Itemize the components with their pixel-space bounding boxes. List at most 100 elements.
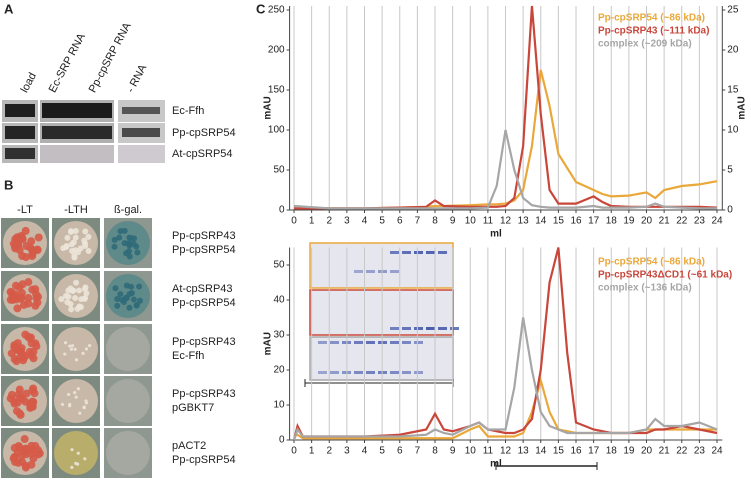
x-tick-label: 20 xyxy=(641,446,653,457)
colony xyxy=(78,411,82,415)
colony xyxy=(67,392,71,397)
colony xyxy=(20,447,29,456)
y-tick-label: 150 xyxy=(268,85,285,96)
x-tick-label: 2 xyxy=(326,446,332,457)
colony xyxy=(21,461,30,470)
colony xyxy=(68,306,75,313)
column-label: ß-gal. xyxy=(114,204,142,216)
colony xyxy=(15,385,24,394)
y-tick-label: 40 xyxy=(273,295,285,306)
gel-band xyxy=(390,371,399,374)
colony xyxy=(24,278,33,287)
legend-entry: complex (~209 kDa) xyxy=(598,39,692,50)
colony xyxy=(60,402,65,407)
colony xyxy=(22,389,31,398)
colony xyxy=(13,233,22,242)
colony xyxy=(64,234,71,241)
x-tick-label: 18 xyxy=(606,446,618,457)
x-tick-label: 17 xyxy=(588,216,600,227)
colony xyxy=(128,283,135,290)
gel-band xyxy=(402,327,411,330)
colony xyxy=(126,290,133,297)
gel-band xyxy=(390,270,399,273)
legend-entry: complex (~136 kDa) xyxy=(598,283,692,294)
x-tick-label: 23 xyxy=(694,446,706,457)
gel-band xyxy=(354,270,363,273)
colony xyxy=(13,240,22,249)
colony xyxy=(84,347,89,351)
x-tick-label: 3 xyxy=(344,446,350,457)
y2-tick-label: 5 xyxy=(727,165,733,176)
x-tick-label: 18 xyxy=(606,216,618,227)
gel-band xyxy=(402,251,411,254)
colony xyxy=(32,290,41,299)
colony xyxy=(70,287,77,294)
x-tick-label: 0 xyxy=(291,216,297,227)
y-tick-label: 250 xyxy=(268,5,285,16)
colony xyxy=(136,297,143,304)
legend-entry: Pp-cpSRP54 (~86 kDa) xyxy=(598,257,705,268)
row-label: Ec-Ffh xyxy=(172,350,204,362)
panel-label: A xyxy=(4,1,14,16)
colony xyxy=(27,449,36,458)
plates xyxy=(1,218,152,478)
colony xyxy=(74,461,78,465)
colony xyxy=(64,299,71,306)
colony xyxy=(24,299,33,308)
colony xyxy=(63,352,67,356)
colony xyxy=(112,285,119,292)
colony xyxy=(133,243,140,250)
gel-band xyxy=(366,270,375,273)
legend-entry: Pp-cpSRP43 (~111 kDa) xyxy=(598,26,709,37)
y2-tick-label: 25 xyxy=(727,5,739,16)
colony xyxy=(73,347,77,351)
x-tick-label: 5 xyxy=(379,446,385,457)
colony xyxy=(63,341,68,345)
plate xyxy=(54,379,98,423)
colony xyxy=(30,389,39,398)
gel-band xyxy=(390,341,399,344)
colony xyxy=(117,228,124,235)
x-tick-label: 24 xyxy=(711,216,723,227)
colony xyxy=(83,457,87,461)
gel-band xyxy=(414,341,423,344)
colony xyxy=(13,398,22,407)
y-tick-label: 200 xyxy=(268,45,285,56)
gel-band xyxy=(366,341,375,344)
colony xyxy=(68,248,75,255)
y-tick-label: 50 xyxy=(273,165,285,176)
x-tick-label: 3 xyxy=(344,216,350,227)
lane-label: load xyxy=(19,71,39,95)
series-line xyxy=(294,5,718,210)
y2-tick-label: 10 xyxy=(727,125,739,136)
y-tick-label: 10 xyxy=(273,400,285,411)
gel-band xyxy=(330,341,339,344)
x-tick-label: 21 xyxy=(659,446,671,457)
colony xyxy=(116,234,123,241)
x-tick-label: 15 xyxy=(553,216,565,227)
gel-band xyxy=(390,327,399,330)
x-tick-label: 19 xyxy=(623,216,635,227)
colony xyxy=(70,344,75,348)
colony xyxy=(63,243,70,250)
colony xyxy=(75,249,82,256)
row-label: pACT2 xyxy=(172,440,206,452)
x-tick-label: 17 xyxy=(588,446,600,457)
x-tick-label: 12 xyxy=(500,446,512,457)
row-label: Pp-cpSRP43 xyxy=(172,230,236,242)
colony xyxy=(11,281,20,290)
x-axis-label: ml xyxy=(490,459,502,470)
gel-band xyxy=(414,371,423,374)
gel-inset xyxy=(304,242,598,470)
row-label: Pp-cpSRP43 xyxy=(172,388,236,400)
colony xyxy=(82,405,86,409)
x-tick-label: 24 xyxy=(711,446,723,457)
colony xyxy=(13,304,22,313)
colony xyxy=(70,239,77,246)
x-tick-label: 8 xyxy=(432,216,438,227)
colony xyxy=(14,441,23,450)
colony xyxy=(65,287,72,294)
x-tick-label: 1 xyxy=(309,216,315,227)
colony xyxy=(111,243,118,250)
x-tick-label: 19 xyxy=(623,446,635,457)
